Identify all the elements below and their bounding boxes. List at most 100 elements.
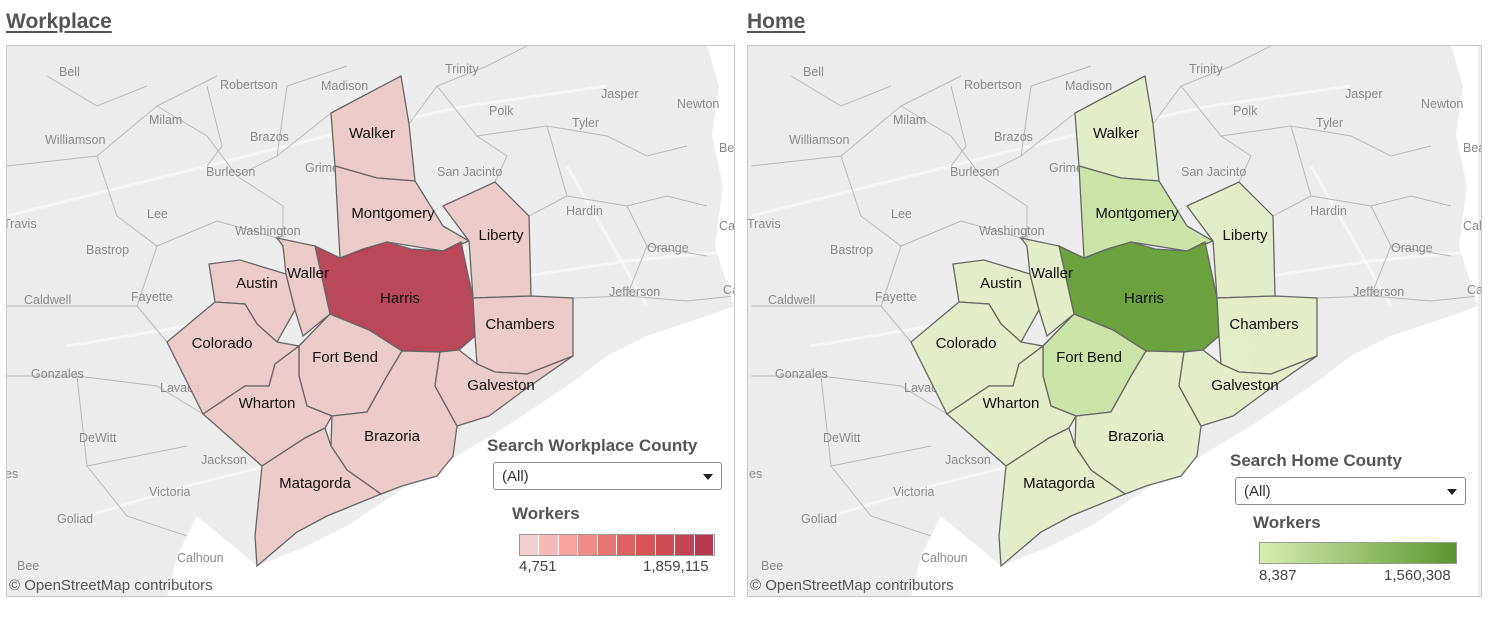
county-boundary: [626, 195, 708, 207]
background-county-label: Washington: [979, 224, 1045, 238]
chevron-down-icon[interactable]: [1447, 489, 1457, 495]
county-boundary: [1152, 46, 1272, 125]
legend-title: Workers: [1253, 513, 1321, 532]
background-county-label: Calc: [719, 219, 734, 233]
background-county-label: Milam: [893, 113, 926, 127]
county-label: Harris: [380, 290, 420, 307]
background-county-label: Hardin: [1310, 204, 1347, 218]
map-attribution: © OpenStreetMap contributors: [750, 577, 954, 594]
background-county-label: Calhoun: [177, 551, 224, 565]
legend-max-value: 1,560,308: [1384, 567, 1451, 584]
background-county-label: Polk: [489, 104, 514, 118]
legend-step: [617, 535, 637, 555]
county-label: Brazoria: [364, 428, 421, 445]
search-county-dropdown[interactable]: (All): [1235, 477, 1466, 505]
background-county-label: Travis: [748, 217, 781, 231]
search-county-label: Search Home County: [1230, 451, 1402, 470]
background-county-label: Tyler: [572, 116, 599, 130]
background-county-label: Burleson: [206, 165, 255, 179]
background-county-label: Bastrop: [830, 243, 873, 257]
background-county-label: Bee: [17, 559, 39, 573]
background-county-label: Caldwell: [24, 293, 71, 307]
legend-step: [655, 535, 676, 555]
legend-step: [520, 535, 540, 555]
map-canvas[interactable]: Bell Robertson Madison Trinity Jasper Newton M…: [748, 46, 1481, 596]
background-county-label: Bell: [803, 65, 824, 79]
gulf-water: [911, 306, 1478, 596]
background-county-label: Trinity: [1189, 62, 1223, 76]
background-county-label: Tyler: [1316, 116, 1343, 130]
background-county-label: Bell: [59, 65, 80, 79]
background-county-label: Milam: [149, 113, 182, 127]
dropdown-value: (All): [502, 468, 529, 485]
legend-step: [636, 535, 656, 555]
county-label: Montgomery: [351, 205, 435, 222]
county-label: Montgomery: [1095, 205, 1179, 222]
background-county-label: Polk: [1233, 104, 1258, 118]
legend-step: [597, 535, 618, 555]
road-line: [1309, 165, 1393, 307]
county-galveston[interactable]: [1178, 349, 1318, 427]
county-boundary: [1020, 65, 1092, 157]
legend-step: [578, 535, 598, 555]
background-county-label: Burleson: [950, 165, 999, 179]
county-boundary: [46, 75, 148, 107]
legend-step: [558, 535, 579, 555]
background-county-label: Gonzales: [31, 367, 84, 381]
background-county-label: Hardin: [566, 204, 603, 218]
chevron-down-icon[interactable]: [703, 474, 713, 480]
background-county-label: Bastrop: [86, 243, 129, 257]
county-galveston[interactable]: [434, 349, 574, 427]
background-county-label: Ca: [723, 283, 734, 297]
county-boundary: [408, 46, 528, 125]
county-matagorda[interactable]: [254, 427, 383, 568]
background-county-label: DeWitt: [79, 431, 117, 445]
county-boundary: [1220, 125, 1432, 157]
county-boundary: [950, 85, 967, 167]
county-matagorda[interactable]: [998, 427, 1127, 568]
background-county-label: es: [7, 467, 18, 481]
county-boundary: [1370, 245, 1452, 297]
legend-step: [694, 535, 715, 555]
background-county-label: Williamson: [45, 133, 105, 147]
background-county-label: Robertson: [220, 78, 278, 92]
background-county-label: Newton: [1421, 97, 1463, 111]
county-label: Colorado: [192, 335, 253, 352]
panel-title: Home: [747, 10, 806, 33]
background-county-label: Williamson: [789, 133, 849, 147]
background-county-label: Jackson: [201, 453, 247, 467]
county-waller[interactable]: [1019, 237, 1075, 338]
background-county-label: Robertson: [964, 78, 1022, 92]
background-county-label: Ca: [1467, 283, 1481, 297]
county-boundary: [572, 295, 734, 302]
search-county-label: Search Workplace County: [487, 436, 698, 455]
background-county-label: Calhoun: [921, 551, 968, 565]
county-label: Matagorda: [1023, 475, 1095, 492]
background-county-label: Jasper: [601, 87, 639, 101]
search-county-dropdown[interactable]: (All): [493, 462, 722, 490]
background-county-label: Trinity: [445, 62, 479, 76]
county-boundary: [206, 85, 223, 167]
background-county-label: Victoria: [149, 485, 191, 499]
background-county-label: Fayette: [875, 290, 917, 304]
county-label: Brazoria: [1108, 428, 1165, 445]
workplace-map[interactable]: Bell Robertson Madison Trinity Jasper Newton M…: [6, 45, 735, 597]
county-label: Galveston: [1211, 377, 1279, 394]
county-waller[interactable]: [275, 237, 331, 338]
legend-max-value: 1,859,115: [643, 558, 709, 575]
legend-step: [539, 535, 559, 555]
legend-min-value: 8,387: [1259, 567, 1297, 584]
dropdown-value: (All): [1244, 483, 1271, 500]
background-county-label: Jasper: [1345, 87, 1383, 101]
county-label: Matagorda: [279, 475, 351, 492]
county-label: Wharton: [983, 395, 1040, 412]
county-boundary: [276, 65, 348, 157]
home-map[interactable]: Bell Robertson Madison Trinity Jasper Newton M…: [747, 45, 1482, 597]
county-boundary: [626, 245, 708, 297]
background-county-label: Beau: [719, 141, 734, 155]
background-county-label: Calc: [1463, 219, 1481, 233]
map-canvas[interactable]: Bell Robertson Madison Trinity Jasper Newton M…: [7, 46, 734, 596]
background-county-label: Orange: [647, 241, 689, 255]
road-line: [830, 464, 1012, 518]
county-boundary: [1180, 85, 1252, 183]
